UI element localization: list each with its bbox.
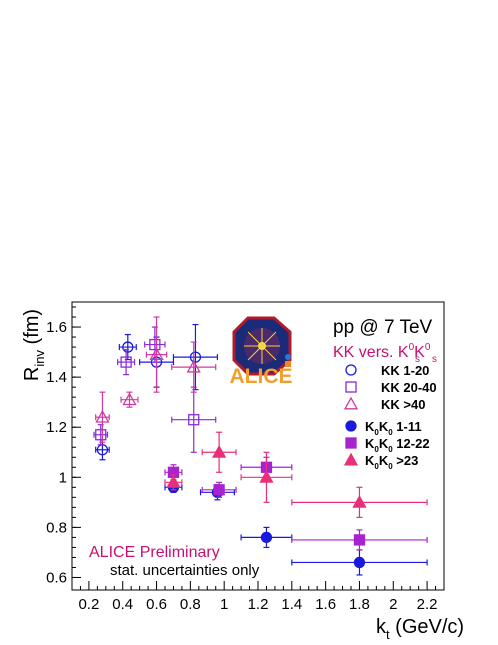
logo-figure-head — [285, 354, 291, 360]
y-tick-label: 1.2 — [46, 419, 67, 436]
logo-text: ALICE — [230, 365, 293, 388]
legend-marker — [345, 420, 357, 432]
series-1 — [93, 326, 217, 453]
legend-marker — [345, 364, 357, 376]
x-tick-label: 2.2 — [417, 596, 438, 613]
x-tick-label: 1.2 — [248, 596, 269, 613]
legend-label: K0K0 1-11 — [365, 419, 422, 437]
series-5 — [164, 431, 428, 518]
data-point — [166, 474, 181, 488]
x-tick-label: 0.4 — [112, 596, 133, 613]
legend-marker — [343, 396, 359, 410]
data-point — [122, 392, 137, 406]
data-point — [95, 429, 107, 441]
y-tick-label: 1 — [59, 469, 67, 486]
data-point — [149, 338, 161, 351]
data-point — [188, 414, 200, 426]
data-point — [212, 444, 227, 458]
legend-marker — [345, 381, 357, 393]
series-4 — [164, 456, 428, 551]
x-tick-label: 1.6 — [315, 596, 336, 613]
x-axis-title: kt (GeV/c) — [376, 616, 464, 642]
series-2 — [95, 316, 217, 443]
data-point — [260, 531, 273, 544]
x-tick-label: 0.2 — [78, 596, 99, 613]
data-point — [149, 347, 164, 361]
data-point — [122, 341, 134, 353]
x-tick-label: 2 — [389, 596, 397, 613]
legend-label: KK 1-20 — [381, 363, 429, 378]
logo-rays — [244, 328, 280, 364]
comparison-sub-s1: s — [415, 354, 420, 365]
data-point — [186, 359, 201, 373]
legend-label: K0K0 12-22 — [365, 436, 430, 454]
comparison-label: KK vers. K0K0 — [333, 342, 431, 361]
x-tick-label: 1.8 — [349, 596, 370, 613]
logo-figure-body — [285, 361, 291, 367]
legend-label: KK >40 — [381, 397, 425, 412]
x-tick-label: 1.4 — [281, 596, 302, 613]
y-tick-label: 0.6 — [46, 569, 67, 586]
data-point — [352, 495, 367, 508]
alice-logo: ALICE — [230, 316, 293, 388]
comparison-sub-s2: s — [432, 354, 437, 365]
y-axis-title: Rinv (fm) — [21, 309, 47, 381]
data-point — [189, 351, 202, 363]
legend-marker — [343, 452, 359, 466]
data-point — [259, 469, 274, 483]
data-point — [95, 409, 110, 423]
legend-label: KK 20-40 — [381, 380, 437, 395]
system-label: pp @ 7 TeV — [333, 317, 433, 338]
y-tick-label: 0.8 — [46, 519, 67, 536]
y-tick-label: 1.4 — [46, 369, 67, 386]
x-tick-label: 1 — [220, 596, 228, 613]
x-tick-label: 0.6 — [146, 596, 167, 613]
y-tick-label: 1.6 — [46, 319, 67, 336]
uncertainties-label: stat. uncertainties only — [110, 562, 260, 579]
data-point — [353, 534, 366, 546]
x-tick-label: 0.8 — [180, 596, 201, 613]
data-point — [353, 556, 366, 569]
legend-marker — [345, 437, 357, 449]
data-point — [213, 484, 225, 496]
data-point — [120, 356, 132, 368]
preliminary-label: ALICE Preliminary — [89, 544, 220, 561]
legend-label: K0K0 >23 — [365, 453, 418, 471]
